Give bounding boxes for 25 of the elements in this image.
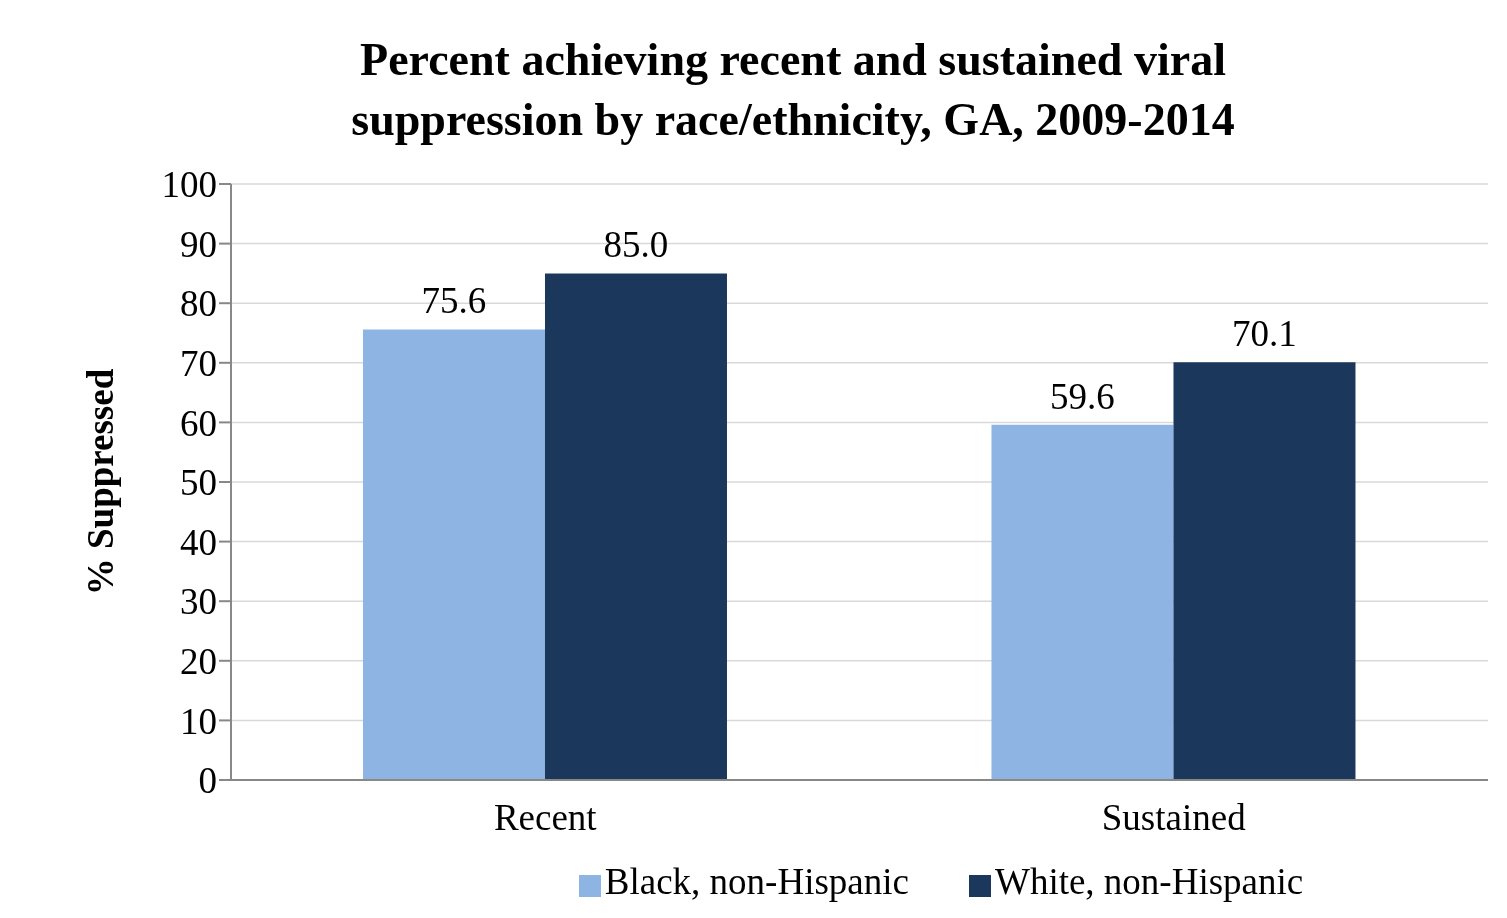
bar	[544, 273, 727, 780]
y-tick-label: 0	[198, 760, 217, 802]
legend-label: Black, non-Hispanic	[604, 861, 909, 902]
data-label: 85.0	[603, 224, 669, 266]
legend-label: White, non-Hispanic	[994, 861, 1304, 902]
y-tick-label: 90	[180, 223, 217, 265]
bar	[1173, 362, 1356, 780]
data-label: 59.6	[1050, 375, 1115, 417]
y-axis-title: % Suppressed	[80, 368, 122, 596]
data-label: 70.1	[1232, 313, 1297, 355]
chart-title: Percent achieving recent and sustained viral suppression by race/ethnicity, GA, 2009-2014	[350, 33, 1236, 147]
y-tick-label: 10	[180, 700, 217, 742]
bar	[991, 424, 1174, 780]
y-tick-label: 50	[180, 462, 217, 504]
bar	[362, 329, 545, 780]
y-tick-label: 20	[180, 640, 217, 682]
data-label: 75.6	[421, 280, 487, 322]
x-tick-label: Recent	[493, 797, 598, 839]
y-tick-label: 60	[180, 402, 217, 444]
y-tick-label: 80	[180, 283, 217, 325]
x-tick-label: Sustained	[1101, 797, 1247, 839]
y-tick-label: 100	[161, 164, 217, 206]
y-tick-label: 40	[180, 521, 217, 563]
y-tick-label: 70	[180, 342, 217, 384]
y-tick-label: 30	[180, 581, 217, 623]
